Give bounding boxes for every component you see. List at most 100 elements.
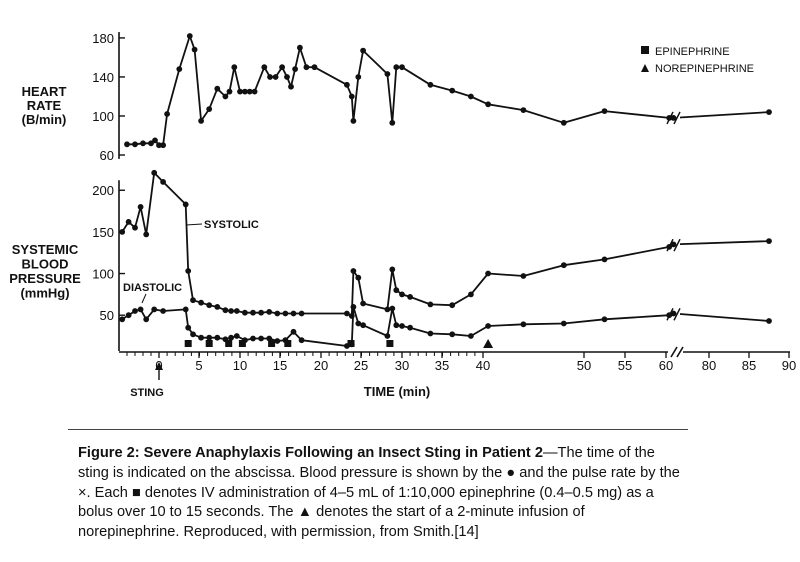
heart-rate-axis: 60 100 140 180 xyxy=(92,31,125,163)
diastolic-point xyxy=(290,328,297,335)
systolic-point xyxy=(601,256,608,263)
diastolic-point xyxy=(250,335,256,342)
systolic-point xyxy=(360,300,366,307)
systolic-point xyxy=(407,294,413,300)
diastolic-label: DIASTOLIC xyxy=(123,282,182,294)
series-points xyxy=(119,33,772,349)
systolic-point xyxy=(132,224,138,231)
heart-rate-point xyxy=(222,93,229,100)
epinephrine-dose-marker xyxy=(386,340,394,347)
heart-rate-point xyxy=(176,66,183,72)
diastolic-point xyxy=(137,306,144,313)
caption-text-4: denotes the start of a 2-minute infusion… xyxy=(78,504,585,541)
systolic-point xyxy=(250,309,256,316)
systolic-point xyxy=(242,309,248,316)
systolic-point xyxy=(355,274,362,281)
x-tick-label: 10 xyxy=(233,358,247,373)
diastolic-point xyxy=(389,305,396,312)
heart-rate-point xyxy=(237,88,243,95)
heart-rate-point xyxy=(284,74,290,80)
bp-y-tick-label: 100 xyxy=(92,267,114,282)
systolic-point xyxy=(258,309,264,316)
diastolic-point xyxy=(182,306,189,313)
diastolic-point xyxy=(670,310,677,317)
systolic-point xyxy=(389,266,396,273)
systolic-point xyxy=(485,270,491,277)
heart-rate-point xyxy=(246,88,253,95)
heart-rate-point xyxy=(303,64,310,71)
systolic-point xyxy=(468,291,474,298)
systolic-point xyxy=(222,307,229,314)
systolic-point xyxy=(233,308,240,314)
figure-caption: Figure 2: Severe Anaphylaxis Following a… xyxy=(78,444,682,543)
hr-y-tick-label: 60 xyxy=(100,148,114,163)
caption-text-3: denotes IV administration of 4–5 mL of 1… xyxy=(78,484,654,521)
sting-annotation: STING xyxy=(130,362,164,399)
x-tick-label: 90 xyxy=(782,358,796,373)
dose-markers xyxy=(184,339,494,348)
epinephrine-dose-marker xyxy=(225,340,233,347)
heart-rate-point xyxy=(384,71,391,77)
heart-rate-point xyxy=(560,119,567,126)
systolic-line xyxy=(121,171,770,317)
heart-rate-point xyxy=(251,88,258,95)
diastolic-point xyxy=(601,316,608,323)
systolic-point xyxy=(137,204,144,210)
diastolic-point xyxy=(190,331,196,338)
diastolic-point xyxy=(520,321,527,328)
systolic-point xyxy=(214,304,221,310)
heart-rate-point xyxy=(601,108,608,114)
heart-rate-point xyxy=(297,44,303,51)
x-tick-label: 35 xyxy=(435,358,449,373)
x-axis-break-mark xyxy=(676,346,684,358)
heart-rate-point xyxy=(272,74,279,80)
systolic-point xyxy=(206,302,213,309)
x-tick-label: 85 xyxy=(742,358,756,373)
heart-rate-point xyxy=(261,64,268,71)
heart-rate-point xyxy=(279,64,285,71)
diastolic-point xyxy=(355,320,362,327)
heart-rate-line xyxy=(127,35,770,147)
series-lines xyxy=(121,35,770,347)
heart-rate-point xyxy=(360,47,366,54)
hr-axis-label-line: HEART xyxy=(22,84,67,99)
epinephrine-legend-label: EPINEPHRINE xyxy=(655,46,730,58)
x-axis-break-mark xyxy=(670,346,678,358)
diastolic-point xyxy=(228,334,235,341)
bp-y-tick-label: 150 xyxy=(92,225,114,240)
heart-rate-point xyxy=(666,115,673,121)
diastolic-point xyxy=(485,323,491,329)
heart-rate-point xyxy=(156,142,162,149)
diastolic-point xyxy=(198,334,205,341)
heart-rate-point xyxy=(311,64,318,71)
caption-text-2: and the pulse rate by the ×. Each xyxy=(78,464,680,501)
hr-y-tick-label: 100 xyxy=(92,109,114,124)
epinephrine-dose-marker xyxy=(284,340,292,347)
systolic-point xyxy=(384,306,391,313)
x-tick-label: 55 xyxy=(618,358,632,373)
diastolic-point xyxy=(298,337,305,344)
heart-rate-point xyxy=(520,107,527,113)
series-break-mark xyxy=(673,308,681,321)
systolic-point xyxy=(266,309,273,315)
circle-glyph: ● xyxy=(506,464,516,481)
systolic-point xyxy=(560,262,567,269)
heart-rate-point xyxy=(242,88,248,95)
heart-rate-point xyxy=(485,101,491,108)
x-tick-label: 5 xyxy=(195,358,202,373)
systolic-point xyxy=(143,231,150,238)
diastolic-point xyxy=(560,320,567,327)
hr-y-tick-label: 180 xyxy=(92,31,114,46)
systolic-point xyxy=(666,244,673,250)
caption-text-1: —The time of the sting is indicated on t… xyxy=(78,445,655,481)
systolic-label: SYSTOLIC xyxy=(204,219,259,231)
systolic-point xyxy=(160,179,167,185)
heart-rate-point xyxy=(186,33,193,39)
heart-rate-point xyxy=(350,118,357,124)
diastolic-point xyxy=(125,312,132,319)
systolic-point xyxy=(348,313,355,319)
heart-rate-point xyxy=(427,81,434,88)
heart-rate-point xyxy=(148,140,154,147)
